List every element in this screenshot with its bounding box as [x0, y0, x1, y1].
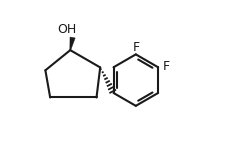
Polygon shape	[70, 37, 75, 50]
Text: OH: OH	[57, 23, 76, 36]
Text: F: F	[163, 60, 170, 73]
Text: F: F	[132, 41, 139, 54]
